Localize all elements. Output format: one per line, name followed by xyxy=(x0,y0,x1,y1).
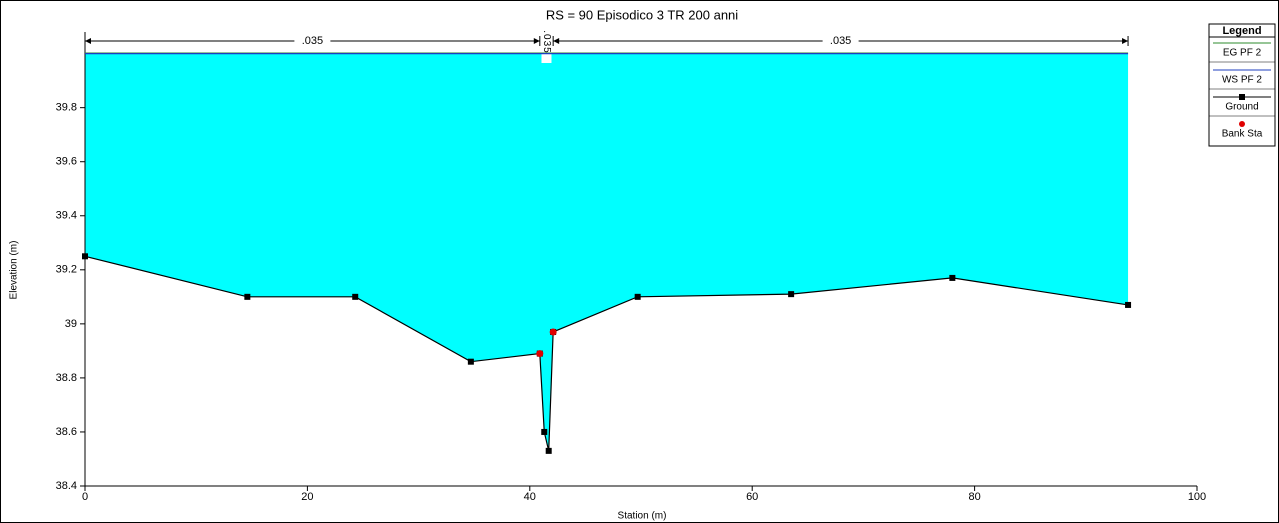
y-tick-label: 38.8 xyxy=(56,372,77,384)
legend-title: Legend xyxy=(1222,25,1261,37)
legend-label: Bank Sta xyxy=(1222,129,1263,140)
chart-title: RS = 90 Episodico 3 TR 200 anni xyxy=(546,7,738,22)
legend-label: WS PF 2 xyxy=(1222,75,1262,86)
x-axis-label: Station (m) xyxy=(618,511,667,522)
y-tick-label: 39.6 xyxy=(56,156,77,168)
x-tick-label: 100 xyxy=(1188,491,1206,503)
x-tick-label: 80 xyxy=(968,491,980,503)
ground-point xyxy=(352,293,359,300)
bank-point xyxy=(536,350,544,358)
ground-point xyxy=(1125,301,1132,308)
legend-marker xyxy=(1239,121,1245,127)
y-tick-label: 38.4 xyxy=(56,480,77,492)
series-line xyxy=(84,255,1129,452)
legend: Legend EG PF 2 WS PF 2 Ground Bank Sta xyxy=(1208,23,1276,147)
y-tick-label: 39.8 xyxy=(56,102,77,114)
ground-point xyxy=(467,358,474,365)
ground-point xyxy=(541,428,548,435)
ground-point xyxy=(82,253,88,260)
y-tick-label: 39 xyxy=(65,318,77,330)
n-label: .035 xyxy=(302,35,323,47)
x-tick-label: 60 xyxy=(746,491,758,503)
legend-label: EG PF 2 xyxy=(1223,48,1262,59)
y-axis-label: Elevation (m) xyxy=(9,241,20,300)
ground-point xyxy=(634,293,641,300)
y-tick-label: 39.4 xyxy=(56,210,77,222)
ground-point xyxy=(244,293,251,300)
n-label-bg xyxy=(294,34,331,48)
x-tick-label: 0 xyxy=(82,491,88,503)
n-label-bg xyxy=(822,34,859,48)
n-label: .035 xyxy=(541,30,552,53)
ground-point xyxy=(545,447,552,454)
y-tick-label: 38.6 xyxy=(56,426,77,438)
legend-label: Ground xyxy=(1225,102,1258,113)
x-tick-label: 20 xyxy=(301,491,313,503)
ground-point xyxy=(788,291,795,298)
n-label: .035 xyxy=(830,35,851,47)
y-tick-label: 39.2 xyxy=(56,264,77,276)
bank-point xyxy=(549,328,557,336)
n-label-bg xyxy=(541,21,552,63)
ground-point xyxy=(949,274,956,281)
legend-marker xyxy=(1239,94,1245,100)
water-area xyxy=(85,53,1129,451)
x-tick-label: 40 xyxy=(524,491,536,503)
